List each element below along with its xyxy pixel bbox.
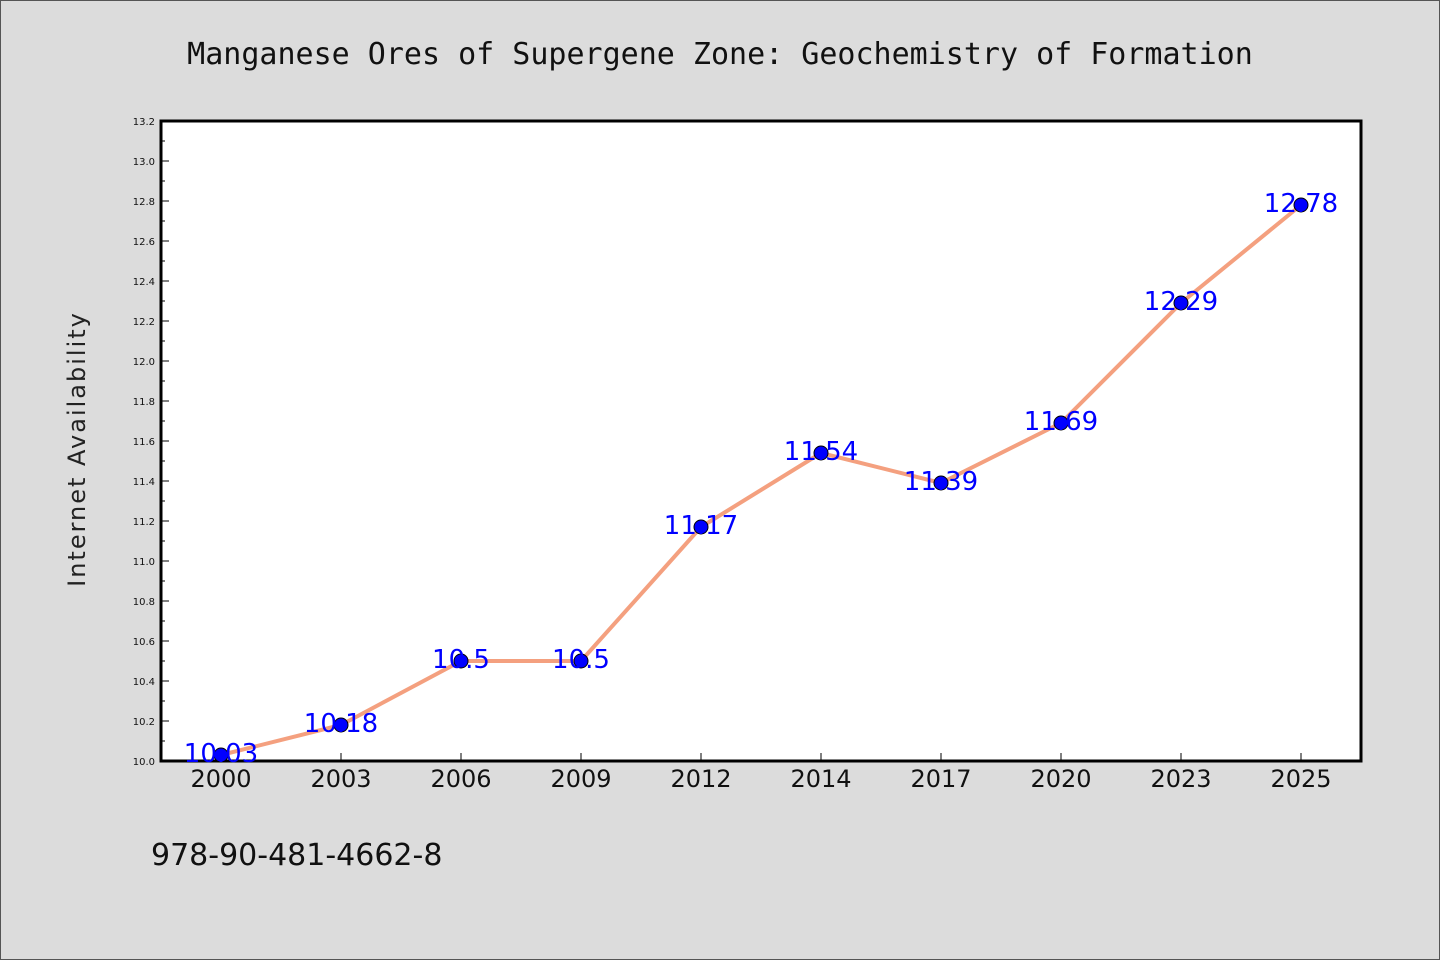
data-label: 11.17 (664, 511, 738, 541)
data-point (213, 747, 229, 763)
x-tick-label: 2023 (1150, 765, 1211, 793)
x-tick-label: 2025 (1270, 765, 1331, 793)
data-point (813, 445, 829, 461)
y-tick-label: 12.4 (133, 277, 155, 288)
x-tick-label: 2000 (190, 765, 251, 793)
y-axis-ticks: 10.0 10.2 10.4 10.6 10.8 11.0 11.2 11.4 11.6 11.8… (133, 117, 169, 768)
y-tick-label: 12.8 (133, 197, 155, 208)
data-point (1293, 197, 1309, 213)
series-layer: 10.03 10.18 10.5 10.5 11.17 11.54 11.39 11.69 12… (184, 189, 1338, 769)
data-point (453, 653, 469, 669)
data-label: 10.03 (184, 739, 258, 769)
data-label: 12.29 (1144, 287, 1218, 317)
data-label: 12.78 (1264, 189, 1338, 219)
y-tick-label: 10.4 (133, 677, 155, 688)
x-tick-label: 2020 (1030, 765, 1091, 793)
data-label: 11.69 (1024, 407, 1098, 437)
data-point (1173, 295, 1189, 311)
y-tick-label: 12.6 (133, 237, 155, 248)
data-point (333, 717, 349, 733)
y-tick-label: 10.0 (133, 757, 155, 768)
y-tick-label: 11.2 (133, 517, 155, 528)
x-tick-label: 2009 (550, 765, 611, 793)
y-tick-label: 11.8 (133, 397, 155, 408)
data-label: 10.18 (304, 709, 378, 739)
y-tick-label: 12.2 (133, 317, 155, 328)
y-tick-label: 11.6 (133, 437, 155, 448)
data-point (693, 519, 709, 535)
data-point (933, 475, 949, 491)
data-label: 10.5 (552, 645, 610, 675)
y-tick-label: 11.0 (133, 557, 155, 568)
x-tick-label: 2014 (790, 765, 851, 793)
y-tick-label: 13.0 (133, 157, 155, 168)
x-tick-label: 2017 (910, 765, 971, 793)
y-tick-label: 12.0 (133, 357, 155, 368)
data-point (1053, 415, 1069, 431)
data-point (573, 653, 589, 669)
y-tick-label: 13.2 (133, 117, 155, 128)
y-tick-label: 11.4 (133, 477, 155, 488)
y-tick-label: 10.8 (133, 597, 155, 608)
x-tick-label: 2003 (310, 765, 371, 793)
x-axis-ticks: 2000 2003 2006 2009 2012 2014 2017 2020 2023 2025 (190, 753, 1332, 793)
x-tick-label: 2012 (670, 765, 731, 793)
plot-area (159, 119, 1363, 763)
data-label: 10.5 (432, 645, 490, 675)
data-label: 11.39 (904, 467, 978, 497)
chart-title: Manganese Ores of Supergene Zone: Geoche… (187, 37, 1253, 72)
data-label: 11.54 (784, 437, 858, 467)
y-tick-label: 10.2 (133, 717, 155, 728)
x-tick-label: 2006 (430, 765, 491, 793)
y-axis-label: Internet Availability (63, 311, 91, 587)
y-tick-label: 10.6 (133, 637, 155, 648)
series-line (220, 203, 1303, 757)
isbn-text: 978-90-481-4662-8 (151, 838, 442, 873)
